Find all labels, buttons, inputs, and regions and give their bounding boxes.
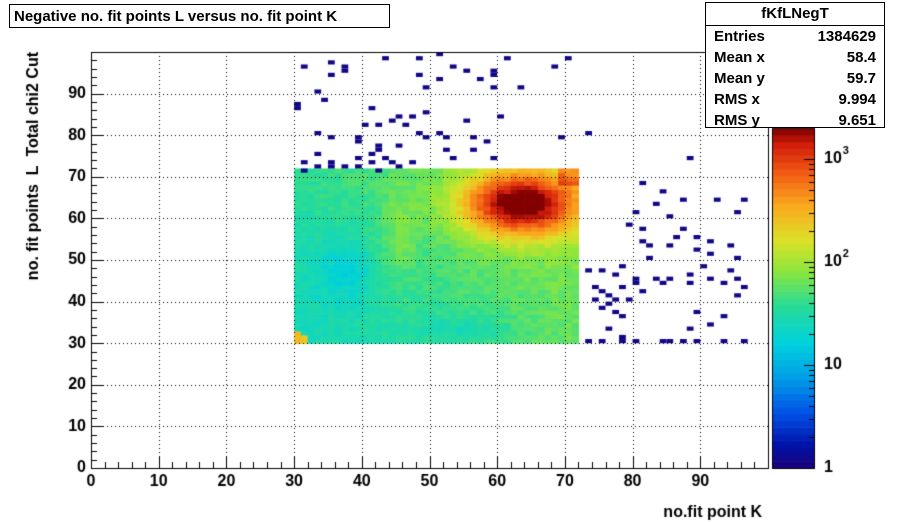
- stats-value: 58.4: [846, 49, 876, 66]
- stats-label: Mean x: [714, 49, 765, 66]
- stats-row-rms-x: RMS x 9.994: [714, 89, 876, 110]
- chart-title-box: Negative no. fit points L versus no. fit…: [9, 4, 390, 28]
- stats-label: RMS x: [714, 91, 760, 108]
- chart-title: Negative no. fit points L versus no. fit…: [14, 8, 338, 25]
- stats-label: Entries: [714, 28, 765, 45]
- stats-value: 59.7: [846, 70, 876, 87]
- stats-row-rms-y: RMS y 9.651: [714, 110, 876, 131]
- stats-row-mean-x: Mean x 58.4: [714, 47, 876, 68]
- stats-row-entries: Entries 1384629: [714, 26, 876, 47]
- stats-row-mean-y: Mean y 59.7: [714, 68, 876, 89]
- stats-box: fKfLNegT Entries 1384629 Mean x 58.4 Mea…: [705, 2, 885, 131]
- stats-name: fKfLNegT: [706, 3, 884, 26]
- stats-value: 1384629: [817, 28, 876, 45]
- stats-label: RMS y: [714, 112, 760, 129]
- stats-value: 9.994: [838, 91, 876, 108]
- stats-label: Mean y: [714, 70, 765, 87]
- stats-value: 9.651: [838, 112, 876, 129]
